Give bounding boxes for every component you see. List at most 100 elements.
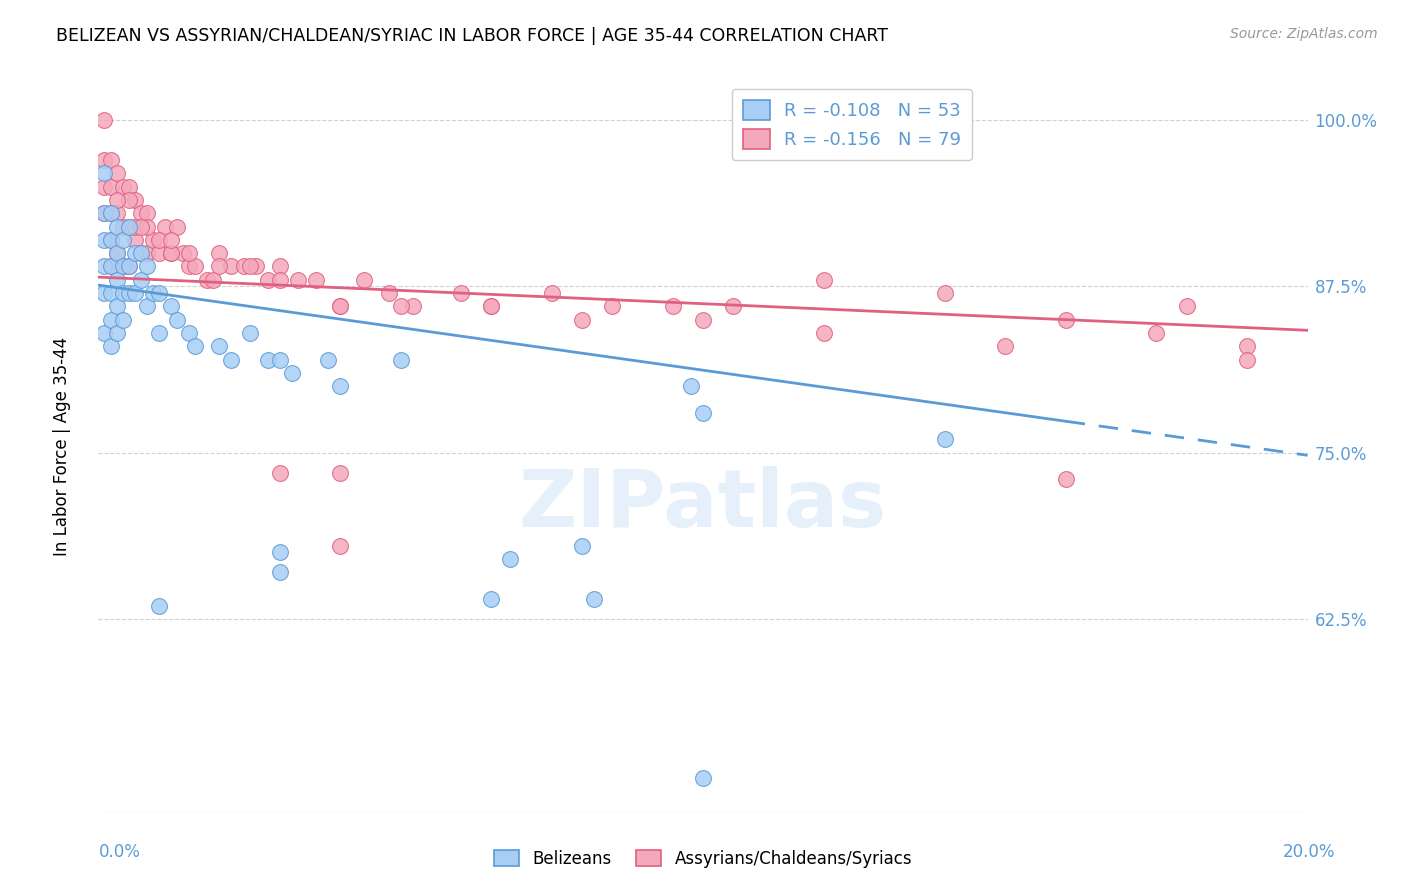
Point — [269, 466, 291, 480]
Point — [1175, 299, 1198, 313]
Point — [179, 260, 201, 274]
Point — [100, 233, 122, 247]
Point — [124, 246, 146, 260]
Point — [934, 286, 956, 301]
Point — [105, 206, 128, 220]
Point — [111, 260, 134, 274]
Point — [111, 219, 134, 234]
Point — [100, 153, 122, 167]
Point — [1236, 339, 1258, 353]
Point — [481, 299, 503, 313]
Point — [679, 379, 702, 393]
Point — [329, 299, 352, 313]
Text: 20.0%: 20.0% — [1284, 843, 1336, 861]
Point — [118, 193, 141, 207]
Point — [129, 206, 152, 220]
Point — [148, 233, 170, 247]
Point — [124, 233, 146, 247]
Point — [100, 233, 122, 247]
Point — [93, 286, 115, 301]
Point — [1054, 472, 1077, 486]
Point — [118, 260, 141, 274]
Point — [129, 246, 152, 260]
Point — [100, 339, 122, 353]
Point — [498, 552, 520, 566]
Point — [142, 233, 165, 247]
Point — [118, 219, 141, 234]
Point — [93, 166, 115, 180]
Point — [179, 246, 201, 260]
Point — [583, 591, 606, 606]
Point — [269, 545, 291, 559]
Legend: R = -0.108   N = 53, R = -0.156   N = 79: R = -0.108 N = 53, R = -0.156 N = 79 — [733, 89, 972, 160]
Point — [93, 233, 115, 247]
Point — [661, 299, 683, 313]
Point — [245, 260, 267, 274]
Point — [813, 326, 835, 340]
Point — [269, 260, 291, 274]
Point — [353, 273, 375, 287]
Point — [93, 206, 115, 220]
Point — [305, 273, 328, 287]
Point — [481, 591, 503, 606]
Point — [148, 286, 170, 301]
Point — [160, 246, 183, 260]
Point — [124, 193, 146, 207]
Point — [208, 246, 231, 260]
Point — [723, 299, 745, 313]
Point — [100, 260, 122, 274]
Point — [221, 352, 243, 367]
Point — [118, 260, 141, 274]
Point — [105, 246, 128, 260]
Point — [105, 326, 128, 340]
Text: BELIZEAN VS ASSYRIAN/CHALDEAN/SYRIAC IN LABOR FORCE | AGE 35-44 CORRELATION CHAR: BELIZEAN VS ASSYRIAN/CHALDEAN/SYRIAC IN … — [56, 27, 889, 45]
Point — [402, 299, 425, 313]
Point — [239, 260, 262, 274]
Point — [329, 299, 352, 313]
Point — [105, 219, 128, 234]
Point — [287, 273, 309, 287]
Point — [184, 339, 207, 353]
Point — [389, 352, 412, 367]
Point — [111, 260, 134, 274]
Point — [208, 260, 231, 274]
Point — [160, 246, 183, 260]
Point — [118, 219, 141, 234]
Point — [571, 312, 593, 326]
Point — [142, 286, 165, 301]
Point — [129, 219, 152, 234]
Point — [93, 206, 115, 220]
Point — [111, 233, 134, 247]
Point — [135, 206, 157, 220]
Point — [129, 273, 152, 287]
Text: In Labor Force | Age 35-44: In Labor Force | Age 35-44 — [53, 336, 72, 556]
Point — [316, 352, 339, 367]
Point — [450, 286, 472, 301]
Point — [256, 352, 278, 367]
Point — [160, 299, 183, 313]
Point — [160, 233, 183, 247]
Point — [602, 299, 624, 313]
Point — [111, 312, 134, 326]
Point — [692, 772, 714, 786]
Point — [571, 539, 593, 553]
Point — [269, 352, 291, 367]
Point — [153, 219, 176, 234]
Point — [692, 312, 714, 326]
Point — [105, 166, 128, 180]
Point — [124, 286, 146, 301]
Point — [540, 286, 562, 301]
Point — [135, 260, 157, 274]
Point — [148, 326, 170, 340]
Point — [184, 260, 207, 274]
Point — [100, 206, 122, 220]
Point — [269, 566, 291, 580]
Point — [93, 326, 115, 340]
Point — [329, 466, 352, 480]
Point — [692, 406, 714, 420]
Point — [100, 312, 122, 326]
Text: ZIPatlas: ZIPatlas — [519, 466, 887, 543]
Point — [813, 273, 835, 287]
Point — [105, 299, 128, 313]
Point — [934, 433, 956, 447]
